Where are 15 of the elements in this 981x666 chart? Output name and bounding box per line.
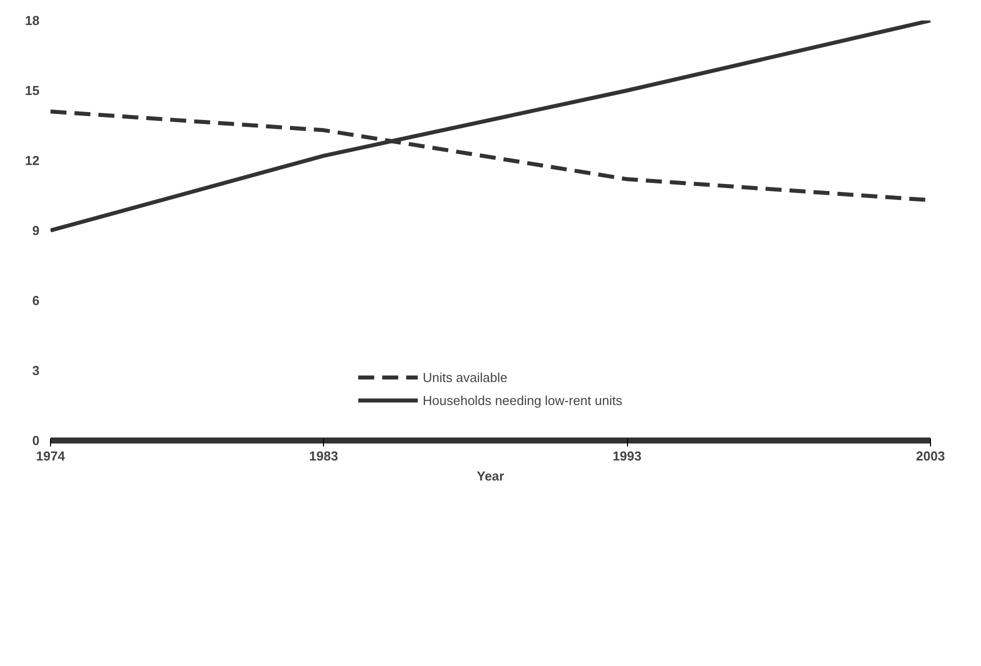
- x-tick-label: 1993: [612, 448, 642, 464]
- y-tick-label: 0: [32, 433, 40, 448]
- y-tick-label: 9: [32, 223, 40, 238]
- line-series: [50, 20, 930, 232]
- y-tick-label: 6: [32, 293, 40, 308]
- y-tick-label: 3: [32, 363, 40, 378]
- y-tick-label: 18: [25, 13, 40, 28]
- x-tick-label: 2003: [916, 448, 945, 464]
- x-axis-title: Year: [476, 468, 504, 484]
- legend-label: Households needing low-rent units: [422, 392, 622, 408]
- legend-label: Units available: [422, 370, 508, 384]
- x-tick-label: 1974: [36, 448, 66, 464]
- y-tick-label: 15: [25, 83, 40, 98]
- y-tick-label: 12: [25, 153, 40, 168]
- x-tick-label: 1983: [309, 448, 338, 464]
